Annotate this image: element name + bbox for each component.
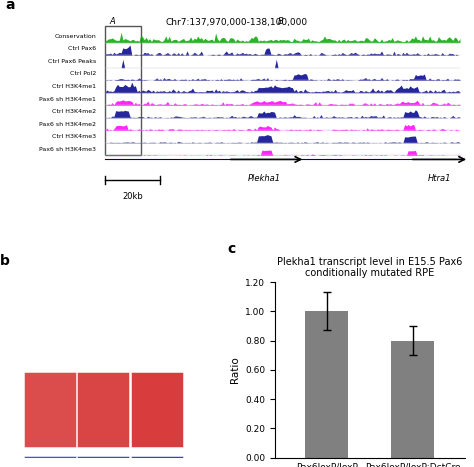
Text: Pax6 sh H3K4me1: Pax6 sh H3K4me1 (39, 97, 96, 101)
Bar (105, 26, 141, 156)
Bar (24, 372, 75, 447)
Text: Ctrl H3K4me1: Ctrl H3K4me1 (52, 84, 96, 89)
Text: b: b (0, 254, 10, 268)
Text: B: B (278, 17, 284, 26)
Text: Ctrl Pax6 Peaks: Ctrl Pax6 Peaks (48, 59, 96, 64)
Bar (305, 311, 348, 458)
Bar (77, 456, 129, 467)
Text: A: A (109, 17, 115, 26)
Text: DAPI: DAPI (13, 411, 18, 424)
Text: E15.5: E15.5 (93, 291, 115, 300)
Bar (77, 372, 129, 447)
Text: Ctrl Pol2: Ctrl Pol2 (70, 71, 96, 77)
Bar (391, 340, 434, 458)
Text: Ctrl H3K4me2: Ctrl H3K4me2 (52, 109, 96, 114)
Bar (24, 456, 75, 467)
Text: Chr7:137,970,000-138,100,000: Chr7:137,970,000-138,100,000 (166, 18, 308, 27)
Text: Pax6 sh H3K4me3: Pax6 sh H3K4me3 (39, 147, 96, 152)
Text: Htra1: Htra1 (428, 174, 451, 183)
Text: Plekha1: Plekha1 (248, 174, 281, 183)
Bar (131, 456, 183, 467)
Bar (131, 372, 183, 447)
Text: 20kb: 20kb (122, 192, 143, 201)
Text: Ctrl Pax6: Ctrl Pax6 (68, 46, 96, 51)
Text: Pax6 sh H3K4me2: Pax6 sh H3K4me2 (39, 121, 96, 127)
Title: Plekha1 transcript level in E15.5 Pax6
conditionally mutated RPE: Plekha1 transcript level in E15.5 Pax6 c… (277, 257, 463, 278)
Text: c: c (228, 242, 236, 256)
Text: Ctrl H3K4me3: Ctrl H3K4me3 (52, 134, 96, 139)
Text: Conservation: Conservation (54, 34, 96, 39)
Text: a: a (5, 0, 14, 12)
Text: E19.5: E19.5 (147, 291, 169, 300)
Text: PLEKHA1: PLEKHA1 (13, 326, 18, 351)
Y-axis label: Ratio: Ratio (229, 356, 239, 383)
Text: E13.5: E13.5 (40, 291, 61, 300)
